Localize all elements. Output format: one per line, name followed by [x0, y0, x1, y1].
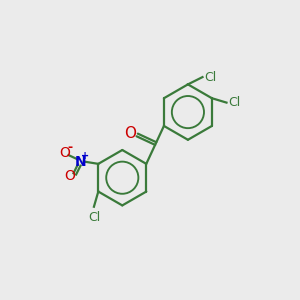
Text: Cl: Cl — [228, 96, 240, 109]
Text: O: O — [60, 146, 70, 160]
Text: N: N — [74, 154, 86, 169]
Text: +: + — [81, 151, 89, 161]
Text: Cl: Cl — [204, 70, 216, 84]
Text: O: O — [124, 126, 136, 141]
Text: Cl: Cl — [88, 211, 100, 224]
Text: O: O — [64, 169, 75, 183]
Text: -: - — [68, 141, 73, 154]
